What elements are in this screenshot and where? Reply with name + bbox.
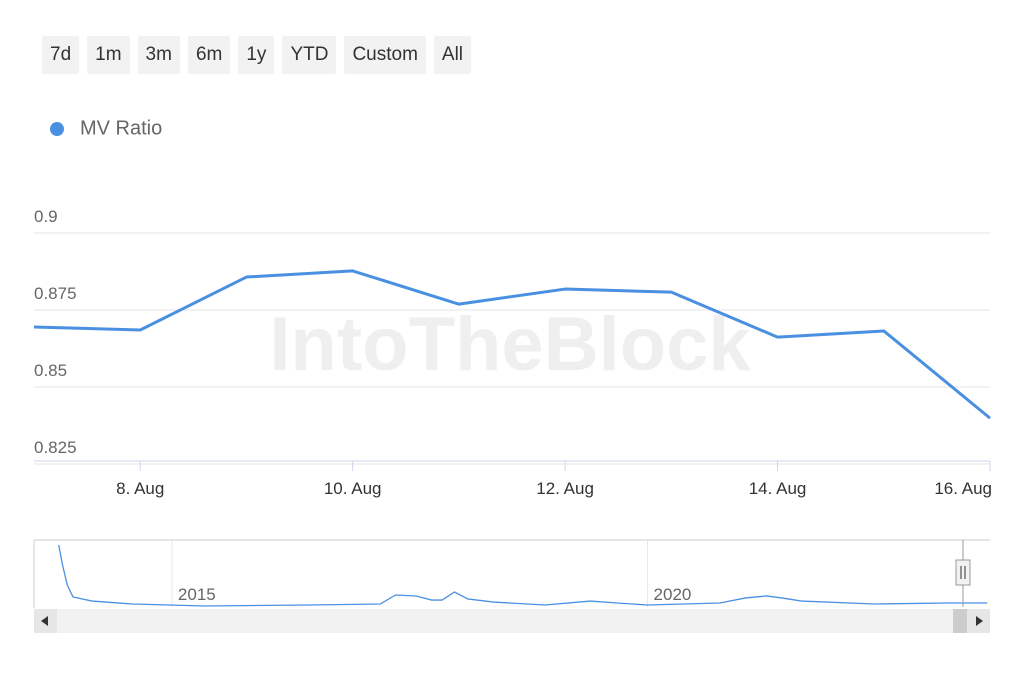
x-tick-label: 10. Aug: [324, 479, 382, 498]
x-tick-label: 16. Aug: [934, 479, 992, 498]
y-tick-label: 0.9: [34, 207, 58, 226]
range-button[interactable]: All: [433, 36, 472, 74]
x-tick-label: 14. Aug: [749, 479, 807, 498]
range-button[interactable]: 6m: [187, 36, 231, 74]
scroll-right-arrow: [976, 616, 983, 626]
range-button[interactable]: 1y: [238, 36, 275, 74]
x-tick-label: 12. Aug: [536, 479, 594, 498]
y-tick-label: 0.85: [34, 361, 67, 380]
navigator-tick-label: 2020: [654, 585, 692, 604]
y-tick-label: 0.875: [34, 284, 77, 303]
navigator-handle[interactable]: [955, 559, 971, 586]
range-button[interactable]: Custom: [344, 36, 426, 74]
scroll-left-arrow: [41, 616, 48, 626]
y-tick-label: 0.825: [34, 438, 77, 457]
watermark: IntoTheBlock: [269, 302, 751, 387]
range-button[interactable]: 1m: [87, 36, 130, 74]
scroll-thumb[interactable]: [953, 609, 967, 633]
navigator-tick-label: 2015: [178, 585, 216, 604]
legend-label: MV Ratio: [80, 117, 162, 139]
range-selector: 7d 1m 3m 6m 1y YTD Custom All: [42, 36, 472, 74]
range-button[interactable]: 7d: [42, 36, 80, 74]
series-line: [33, 269, 991, 420]
legend-marker: [50, 122, 64, 136]
navigator-line: [58, 544, 988, 607]
scrollbar-track[interactable]: [34, 609, 990, 633]
range-button[interactable]: 3m: [137, 36, 180, 74]
x-tick-label: 8. Aug: [116, 479, 164, 498]
range-button[interactable]: YTD: [282, 36, 337, 74]
